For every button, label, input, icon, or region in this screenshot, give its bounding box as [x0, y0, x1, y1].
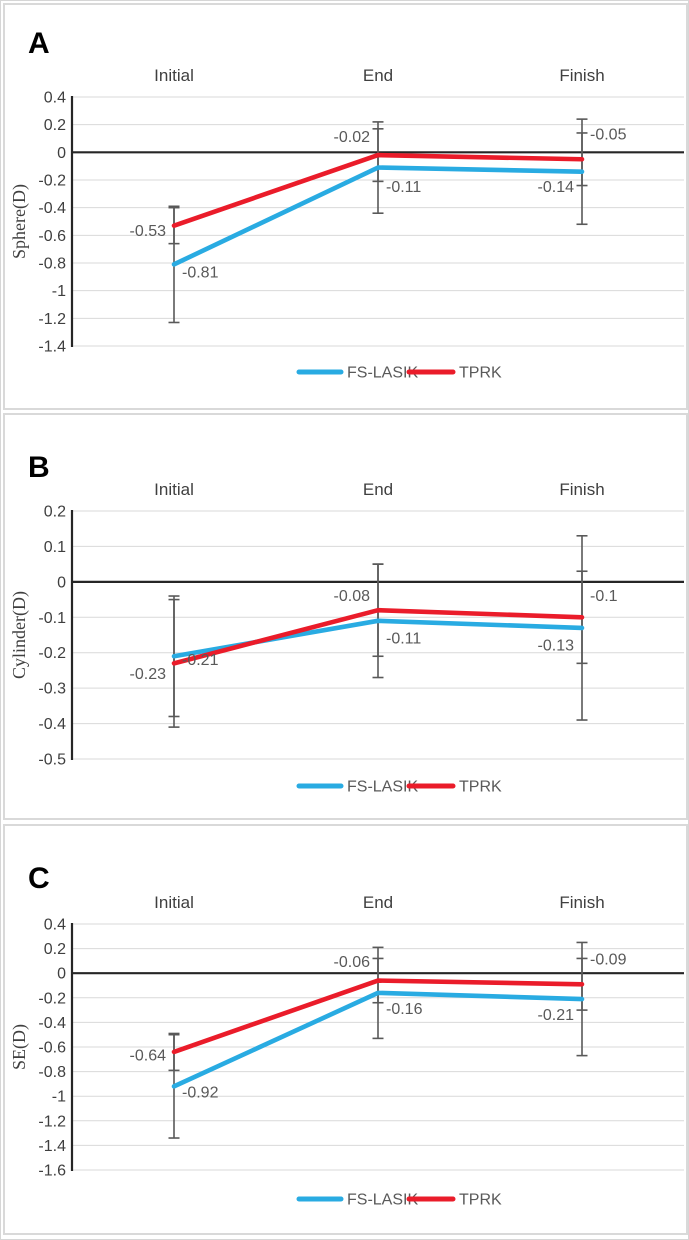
panel-letter: A	[28, 27, 50, 60]
y-tick-label: -0.3	[38, 681, 66, 698]
y-tick-label: -0.4	[38, 1015, 66, 1032]
category-label: Initial	[154, 893, 194, 912]
panel-chart-svg: B Initial End Finish 0.2 0.1 0 -0.1 -0.2 -0.3 -0.4…	[9, 451, 684, 796]
y-tick-label: 0.1	[44, 539, 66, 556]
series-line-tprk	[171, 152, 585, 228]
panel-chart-svg: C Initial End Finish 0.4 0.2 0 -0.2 -0.4 -0.6 -0.8…	[9, 862, 684, 1209]
value-label: -0.81	[182, 265, 219, 282]
y-tick-label: 0.4	[44, 90, 66, 107]
value-label: -0.11	[386, 631, 421, 648]
y-tick-label: -0.4	[38, 200, 66, 217]
panel-letter: C	[28, 862, 50, 895]
category-label: End	[363, 893, 393, 912]
panel-c-se-chart: C Initial End Finish 0.4 0.2 0 -0.2 -0.4 -0.6 -0.8…	[3, 824, 688, 1235]
y-tick-label: -0.1	[38, 610, 66, 627]
y-tick-label: -0.2	[38, 173, 66, 190]
value-label: -0.92	[182, 1085, 219, 1102]
y-tick-label: -0.6	[38, 228, 66, 245]
value-label: -0.21	[182, 652, 219, 669]
y-tick-label: 0	[57, 574, 66, 591]
category-label: End	[363, 66, 393, 85]
y-axis-title: SE(D)	[9, 1024, 30, 1070]
legend: FS-LASIK TPRK	[296, 365, 502, 382]
category-label: Finish	[559, 66, 604, 85]
y-tick-label: -1.6	[38, 1163, 66, 1180]
value-label: -0.09	[590, 952, 627, 969]
value-label: -0.11	[386, 179, 421, 196]
value-label: -0.02	[334, 129, 371, 146]
value-label: -0.08	[334, 588, 371, 605]
legend-label: TPRK	[459, 365, 502, 382]
y-tick-label: -1	[52, 283, 66, 300]
value-label: -0.05	[590, 126, 627, 143]
y-tick-label: 0.2	[44, 941, 66, 958]
y-tick-label: 0.4	[44, 917, 66, 934]
value-label: -0.21	[538, 1007, 575, 1024]
panel-chart-svg: A Initial End Finish 0.4 0.2 0 -0.2 -0.4 -0.6 -0.8…	[9, 27, 684, 382]
legend-label: TPRK	[459, 1192, 502, 1209]
category-label: Initial	[154, 66, 194, 85]
y-tick-label: -0.8	[38, 256, 66, 273]
y-tick-label: -1.4	[38, 1138, 66, 1155]
legend-label: FS-LASIK	[347, 1192, 418, 1209]
y-tick-label: 0.2	[44, 117, 66, 134]
series-line-tprk	[171, 607, 585, 666]
y-tick-label: -1	[52, 1089, 66, 1106]
value-label: -0.23	[130, 666, 167, 683]
value-label: -0.64	[130, 1048, 167, 1065]
panel-b-cylinder-chart: B Initial End Finish 0.2 0.1 0 -0.1 -0.2 -0.3 -0.4…	[3, 413, 688, 820]
series-line-tprk	[171, 978, 585, 1055]
y-tick-label: -0.4	[38, 716, 66, 733]
y-tick-label: -0.2	[38, 990, 66, 1007]
value-label: -0.06	[334, 954, 371, 971]
legend-label: FS-LASIK	[347, 365, 418, 382]
value-label: -0.13	[538, 638, 575, 655]
y-tick-label: 0.2	[44, 504, 66, 521]
category-label: Finish	[559, 893, 604, 912]
legend-label: TPRK	[459, 779, 502, 796]
y-axis-title: Sphere(D)	[9, 184, 30, 259]
value-label: -0.53	[130, 223, 167, 240]
series-line-fs-lasik	[171, 165, 585, 267]
y-tick-label: -0.6	[38, 1040, 66, 1057]
legend-label: FS-LASIK	[347, 779, 418, 796]
panel-letter: B	[28, 451, 50, 484]
panel-a-sphere-chart: A Initial End Finish 0.4 0.2 0 -0.2 -0.4 -0.6 -0.8…	[3, 3, 688, 410]
y-tick-label: -0.2	[38, 645, 66, 662]
category-label: End	[363, 480, 393, 499]
legend: FS-LASIK TPRK	[296, 1192, 502, 1209]
y-tick-label: 0	[57, 966, 66, 983]
y-tick-label: -0.8	[38, 1064, 66, 1081]
y-tick-label: -1.2	[38, 311, 66, 328]
y-tick-label: -0.5	[38, 752, 66, 769]
legend: FS-LASIK TPRK	[296, 779, 502, 796]
category-label: Finish	[559, 480, 604, 499]
value-label: -0.16	[386, 1001, 423, 1018]
y-tick-label: -1.4	[38, 339, 66, 356]
category-label: Initial	[154, 480, 194, 499]
value-label: -0.1	[590, 588, 618, 605]
y-tick-label: 0	[57, 145, 66, 162]
y-axis-title: Cylinder(D)	[9, 591, 30, 679]
value-label: -0.14	[538, 179, 575, 196]
series-line-fs-lasik	[171, 990, 585, 1089]
y-tick-label: -1.2	[38, 1113, 66, 1130]
